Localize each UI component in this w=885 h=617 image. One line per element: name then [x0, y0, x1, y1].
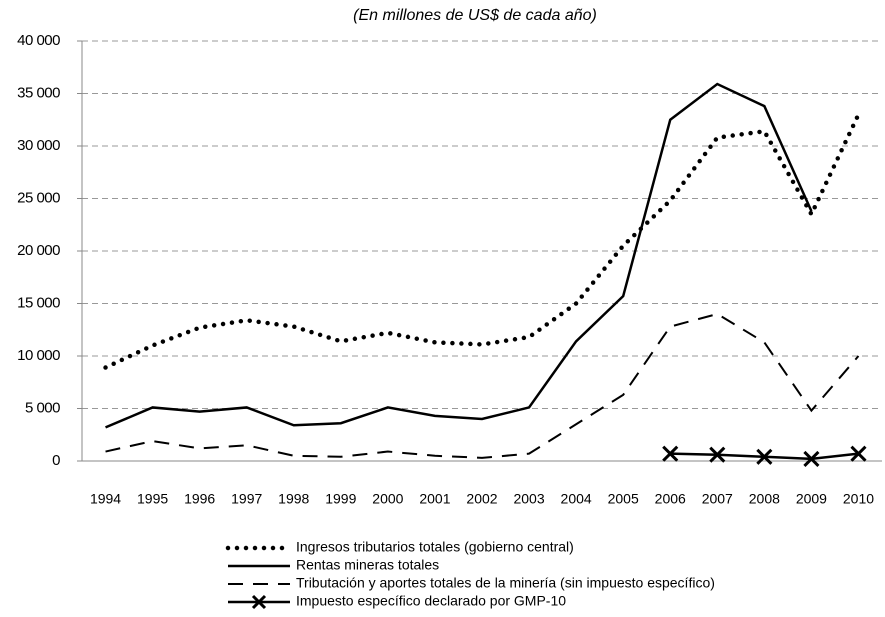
legend-marker	[251, 594, 267, 610]
y-tick-label: 15 000	[17, 294, 60, 311]
y-tick-label: 30 000	[17, 137, 60, 154]
x-tick-label: 2002	[466, 491, 497, 507]
y-tick-label: 25 000	[17, 189, 60, 206]
y-tick-label: 35 000	[17, 84, 60, 101]
marker	[850, 445, 867, 462]
legend-label: Impuesto específico declarado por GMP-10	[296, 593, 566, 609]
x-tick-label: 2004	[561, 491, 592, 507]
y-tick-label: 40 000	[17, 32, 60, 49]
series-line	[105, 82, 813, 429]
x-tick-label: 2010	[843, 491, 874, 507]
y-tick-label: 20 000	[17, 242, 60, 259]
marker	[709, 446, 726, 463]
marker	[756, 448, 773, 465]
x-tick-label: 1998	[278, 491, 309, 507]
x-tick-label: 1995	[137, 491, 168, 507]
x-tick-label: 2007	[702, 491, 733, 507]
marker	[662, 445, 679, 462]
x-tick-label: 2005	[608, 491, 639, 507]
marker	[803, 450, 820, 467]
series-line	[103, 112, 861, 370]
x-tick-label: 2000	[372, 491, 403, 507]
x-tick-label: 2006	[655, 491, 686, 507]
x-tick-label: 2009	[796, 491, 827, 507]
legend-label: Tributación y aportes totales de la mine…	[296, 575, 715, 591]
x-tick-label: 1996	[184, 491, 215, 507]
x-tick-label: 2008	[749, 491, 780, 507]
y-tick-label: 0	[52, 452, 60, 469]
y-tick-label: 5 000	[25, 399, 60, 416]
chart-title: (En millones de US$ de cada año)	[353, 7, 597, 24]
x-tick-label: 1997	[231, 491, 262, 507]
series-line	[105, 312, 860, 459]
x-tick-label: 2003	[513, 491, 544, 507]
x-tick-label: 1994	[90, 491, 121, 507]
x-tick-label: 1999	[325, 491, 356, 507]
legend-label: Rentas mineras totales	[296, 557, 439, 573]
legend-label: Ingresos tributarios totales (gobierno c…	[296, 539, 574, 555]
y-tick-label: 10 000	[17, 347, 60, 364]
x-tick-label: 2001	[419, 491, 450, 507]
